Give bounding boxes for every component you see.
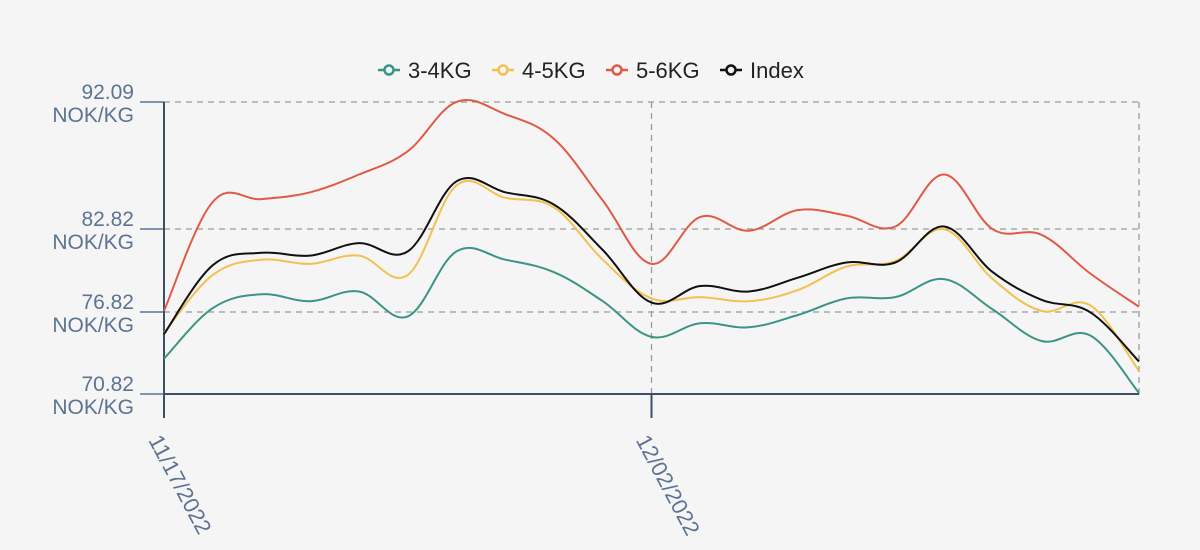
legend-circle-marker xyxy=(725,64,737,76)
y-tick-label: 76.82 xyxy=(81,291,134,314)
y-tick-unit: NOK/KG xyxy=(52,231,134,254)
x-tick-label: 11/17/2022 xyxy=(144,431,217,539)
axes: 92.09NOK/KG82.82NOK/KG76.82NOK/KG70.82NO… xyxy=(52,81,1139,540)
legend-label: 4-5KG xyxy=(522,58,586,83)
y-tick-label: 82.82 xyxy=(81,208,134,231)
legend-item[interactable]: Index xyxy=(720,58,804,83)
legend-label: Index xyxy=(750,58,804,83)
series-line-5-6kg xyxy=(163,99,1140,312)
legend: 3-4KG 4-5KG 5-6KG Index xyxy=(378,58,804,83)
series-lines xyxy=(163,99,1140,394)
x-tick-label: 12/02/2022 xyxy=(631,431,705,540)
legend-circle-marker xyxy=(611,64,623,76)
legend-circle-marker xyxy=(497,64,509,76)
legend-item[interactable]: 5-6KG xyxy=(606,58,700,83)
series-line-3-4kg xyxy=(163,246,1140,394)
y-tick-label: 70.82 xyxy=(81,373,134,396)
legend-item[interactable]: 3-4KG xyxy=(378,58,472,83)
y-tick-label: 92.09 xyxy=(81,81,134,104)
legend-label: 5-6KG xyxy=(636,58,700,83)
grid-lines xyxy=(164,101,1140,394)
legend-item[interactable]: 4-5KG xyxy=(492,58,586,83)
series-line-4-5kg xyxy=(163,179,1140,372)
legend-circle-marker xyxy=(383,64,395,76)
y-tick-unit: NOK/KG xyxy=(52,314,134,337)
y-tick-unit: NOK/KG xyxy=(52,104,134,127)
y-tick-unit: NOK/KG xyxy=(52,396,134,419)
series-line-index xyxy=(163,176,1140,363)
legend-label: 3-4KG xyxy=(408,58,472,83)
